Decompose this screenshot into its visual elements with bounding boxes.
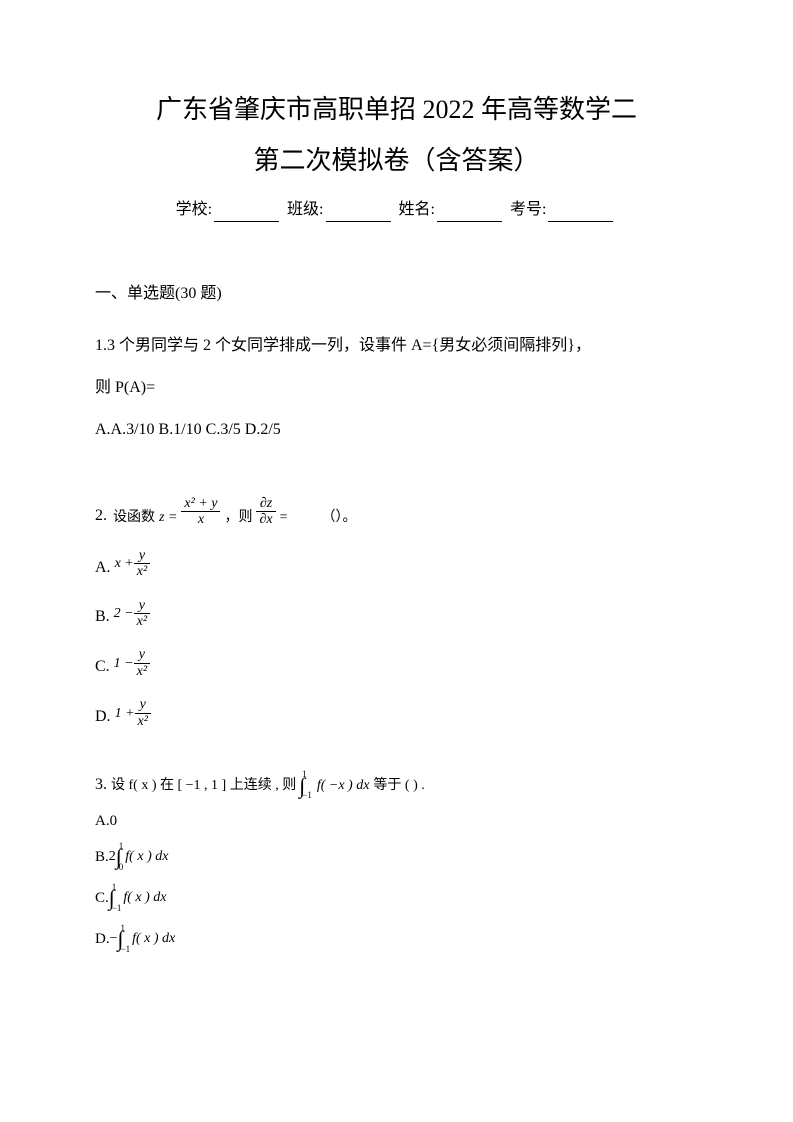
q2-option-b: B. 2 − y x² (95, 598, 698, 630)
section-header: 一、单选题(30 题) (95, 282, 698, 306)
q1-stem-line1: 1.3 个男同学与 2 个女同学排成一列，设事件 A={男女必须间隔排列}， (95, 330, 698, 362)
q2-blank: （）。 (322, 507, 357, 528)
q3-optb-prefix: 2 (109, 846, 116, 867)
question-2: 2. 设函数 z = x² + y x ，则 ∂z ∂x = （）。 A. x … (95, 496, 698, 729)
q2-optb-label: B. (95, 605, 110, 629)
q2-optb-prefix: 2 − (114, 603, 134, 624)
q1-options: A.A.3/10 B.1/10 C.3/5 D.2/5 (95, 414, 698, 446)
info-name-label: 姓名: (399, 201, 435, 218)
q2-optc-num: y (134, 647, 150, 663)
q2-optd-den: x² (135, 714, 151, 729)
q3-option-a: A. 0 (95, 810, 698, 833)
q2-partial-den: ∂x (256, 512, 275, 527)
q2-comma: ，则 (224, 507, 252, 528)
q3-option-b: B. 2 ∫ 1 0 f( x ) dx (95, 840, 698, 873)
q2-zeq: z = (159, 507, 177, 528)
q2-optc-label: C. (95, 655, 110, 679)
q1-stem-line2: 则 P(A)= (95, 372, 698, 404)
q3-opta-text: 0 (110, 810, 118, 833)
q3-option-d: D. − ∫ 1 −1 f( x ) dx (95, 922, 698, 955)
q2-optb-den: x² (134, 614, 150, 629)
q2-opta-label: A. (95, 556, 111, 580)
q3-optc-integrand: f( x ) dx (123, 887, 166, 908)
info-number-blank (548, 206, 613, 222)
q2-optd-prefix: 1 + (115, 703, 135, 724)
q3-optd-prefix: − (110, 928, 118, 949)
title-line1: 广东省肇庆市高职单招 2022 年高等数学二 (95, 90, 698, 129)
info-school-label: 学校: (176, 201, 212, 218)
info-number-label: 考号: (510, 201, 546, 218)
q3-optb-label: B. (95, 846, 109, 869)
q3-int-lower: −1 (302, 791, 312, 800)
q2-number: 2. (95, 504, 107, 528)
q2-equals: = (280, 507, 288, 528)
question-3: 3. 设 f( x ) 在 [ −1 , 1 ] 上连续 , 则 ∫ 1 −1 … (95, 769, 698, 956)
q2-optc-den: x² (134, 664, 150, 679)
q3-prefix: 设 f( x ) 在 [ −1 , 1 ] 上连续 , 则 (111, 775, 296, 796)
info-class-label: 班级: (287, 201, 323, 218)
q2-opta-den: x² (134, 564, 150, 579)
q2-frac1-den: x (181, 512, 220, 527)
q3-number: 3. (95, 773, 107, 797)
q3-option-c: C. ∫ 1 −1 f( x ) dx (95, 881, 698, 914)
question-1: 1.3 个男同学与 2 个女同学排成一列，设事件 A={男女必须间隔排列}， 则… (95, 330, 698, 446)
q2-optb-num: y (134, 598, 150, 614)
title-line2: 第二次模拟卷（含答案） (95, 141, 698, 180)
q2-partial-frac: ∂z ∂x (256, 496, 275, 528)
q3-integrand: f( −x ) dx (317, 775, 370, 796)
q2-partial-num: ∂z (256, 496, 275, 512)
q3-optb-upper: 1 (119, 842, 124, 851)
q2-optd-label: D. (95, 705, 111, 729)
q3-suffix: 等于 ( ) . (373, 775, 424, 796)
q3-optd-lower: −1 (121, 945, 131, 954)
q3-optb-lower: 0 (119, 863, 124, 872)
q2-optd-num: y (135, 697, 151, 713)
q3-opta-label: A. (95, 810, 110, 833)
q2-optc-prefix: 1 − (114, 653, 134, 674)
q2-frac1: x² + y x (181, 496, 220, 528)
q3-optd-integrand: f( x ) dx (132, 928, 175, 949)
q3-optb-integrand: f( x ) dx (125, 846, 168, 867)
q2-prefix: 设函数 (113, 507, 155, 528)
info-name-blank (437, 206, 502, 222)
q2-opta-prefix: x + (115, 553, 134, 574)
q2-frac1-num: x² + y (181, 496, 220, 512)
q3-optc-label: C. (95, 887, 109, 910)
q3-optd-upper: 1 (121, 924, 131, 933)
q2-option-c: C. 1 − y x² (95, 647, 698, 679)
info-class-blank (326, 206, 391, 222)
q3-int-upper: 1 (302, 770, 312, 779)
q2-opta-num: y (134, 548, 150, 564)
info-school-blank (214, 206, 279, 222)
q2-option-d: D. 1 + y x² (95, 697, 698, 729)
q3-optc-lower: −1 (112, 904, 122, 913)
q2-option-a: A. x + y x² (95, 548, 698, 580)
q3-optc-upper: 1 (112, 883, 122, 892)
info-line: 学校: 班级: 姓名: 考号: (95, 198, 698, 222)
q3-optd-label: D. (95, 928, 110, 951)
